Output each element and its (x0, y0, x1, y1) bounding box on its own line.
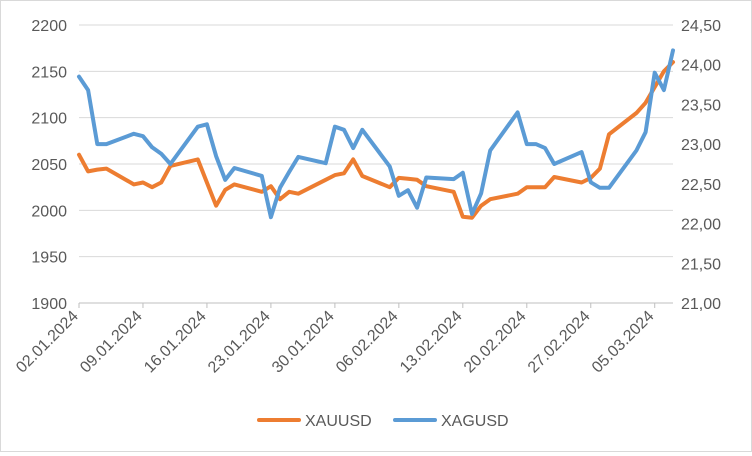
x-tick-label: 06.02.2024 (333, 308, 402, 377)
x-tick-label: 02.01.2024 (13, 308, 82, 377)
y-right-tick-label: 24,00 (681, 58, 721, 75)
y-left-tick-label: 1950 (31, 250, 67, 267)
x-tick-label: 09.01.2024 (77, 308, 146, 377)
x-tick-label: 23.01.2024 (205, 308, 274, 377)
x-tick-label: 30.01.2024 (269, 308, 338, 377)
legend-label-xauusd: XAUUSD (305, 413, 372, 430)
legend-item-xauusd: XAUUSD (259, 413, 372, 430)
y-left-tick-label: 2200 (31, 18, 67, 35)
x-tick-label: 27.02.2024 (525, 308, 594, 377)
y-right-tick-label: 24,50 (681, 18, 721, 35)
y-right-tick-label: 23,50 (681, 97, 721, 114)
x-tick-label: 20.02.2024 (461, 308, 530, 377)
y-right-tick-label: 21,00 (681, 296, 721, 313)
y-left-tick-label: 2000 (31, 203, 67, 220)
y-right-tick-label: 22,00 (681, 217, 721, 234)
x-tick-label: 05.03.2024 (589, 308, 658, 377)
y-right-tick-label: 22,50 (681, 177, 721, 194)
series-line-xagusd (79, 50, 673, 217)
y-right-tick-label: 21,50 (681, 256, 721, 273)
y-left-tick-label: 1900 (31, 296, 67, 313)
y-left-tick-label: 2150 (31, 64, 67, 81)
y-right-tick-label: 23,00 (681, 137, 721, 154)
legend-label-xagusd: XAGUSD (441, 413, 509, 430)
x-tick-label: 13.02.2024 (397, 308, 466, 377)
x-tick-label: 16.01.2024 (141, 308, 210, 377)
series-line-xauusd (79, 62, 673, 218)
y-left-tick-label: 2100 (31, 111, 67, 128)
legend-item-xagusd: XAGUSD (395, 413, 509, 430)
y-left-tick-label: 2050 (31, 157, 67, 174)
